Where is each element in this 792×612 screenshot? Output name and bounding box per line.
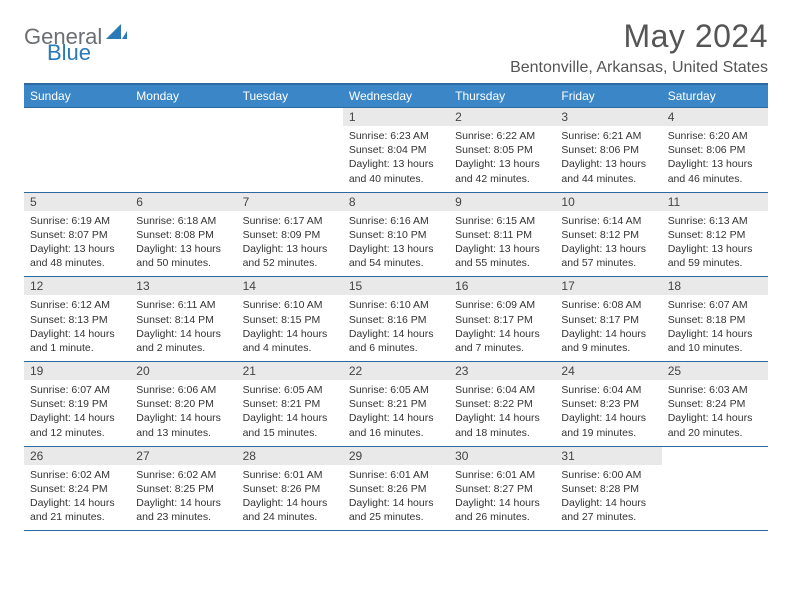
- day-number: 11: [662, 192, 768, 211]
- day-detail: Sunrise: 6:10 AM Sunset: 8:15 PM Dayligh…: [237, 295, 343, 361]
- day-number: 24: [555, 362, 661, 381]
- day-number-empty: [662, 446, 768, 465]
- day-number-row: 1234: [24, 108, 768, 127]
- day-detail: Sunrise: 6:10 AM Sunset: 8:16 PM Dayligh…: [343, 295, 449, 361]
- day-detail: Sunrise: 6:04 AM Sunset: 8:23 PM Dayligh…: [555, 380, 661, 446]
- weekday-header: Tuesday: [237, 84, 343, 108]
- day-detail: Sunrise: 6:00 AM Sunset: 8:28 PM Dayligh…: [555, 465, 661, 531]
- day-detail-empty: [237, 126, 343, 192]
- calendar-table: SundayMondayTuesdayWednesdayThursdayFrid…: [24, 83, 768, 531]
- day-detail: Sunrise: 6:01 AM Sunset: 8:27 PM Dayligh…: [449, 465, 555, 531]
- weekday-header: Sunday: [24, 84, 130, 108]
- day-number: 8: [343, 192, 449, 211]
- day-detail-row: Sunrise: 6:23 AM Sunset: 8:04 PM Dayligh…: [24, 126, 768, 192]
- day-detail: Sunrise: 6:13 AM Sunset: 8:12 PM Dayligh…: [662, 211, 768, 277]
- day-detail: Sunrise: 6:20 AM Sunset: 8:06 PM Dayligh…: [662, 126, 768, 192]
- day-number: 2: [449, 108, 555, 127]
- day-number: 29: [343, 446, 449, 465]
- day-number: 28: [237, 446, 343, 465]
- day-number: 20: [130, 362, 236, 381]
- day-detail: Sunrise: 6:23 AM Sunset: 8:04 PM Dayligh…: [343, 126, 449, 192]
- day-detail-empty: [24, 126, 130, 192]
- day-number: 5: [24, 192, 130, 211]
- day-detail: Sunrise: 6:04 AM Sunset: 8:22 PM Dayligh…: [449, 380, 555, 446]
- weekday-header: Saturday: [662, 84, 768, 108]
- day-number: 4: [662, 108, 768, 127]
- day-number: 9: [449, 192, 555, 211]
- day-detail: Sunrise: 6:01 AM Sunset: 8:26 PM Dayligh…: [237, 465, 343, 531]
- day-number: 30: [449, 446, 555, 465]
- weekday-header: Friday: [555, 84, 661, 108]
- day-detail: Sunrise: 6:12 AM Sunset: 8:13 PM Dayligh…: [24, 295, 130, 361]
- day-number: 31: [555, 446, 661, 465]
- day-number-empty: [24, 108, 130, 127]
- day-detail: Sunrise: 6:08 AM Sunset: 8:17 PM Dayligh…: [555, 295, 661, 361]
- day-number: 26: [24, 446, 130, 465]
- day-number-empty: [237, 108, 343, 127]
- logo-sail-icon: [106, 22, 128, 45]
- month-title: May 2024: [510, 18, 768, 55]
- header: General Blue May 2024 Bentonville, Arkan…: [24, 18, 768, 77]
- day-detail-row: Sunrise: 6:12 AM Sunset: 8:13 PM Dayligh…: [24, 295, 768, 361]
- logo-text-blue: Blue: [47, 40, 91, 66]
- weekday-header: Thursday: [449, 84, 555, 108]
- day-detail: Sunrise: 6:07 AM Sunset: 8:19 PM Dayligh…: [24, 380, 130, 446]
- day-detail-empty: [662, 465, 768, 531]
- day-number-row: 19202122232425: [24, 362, 768, 381]
- day-detail-empty: [130, 126, 236, 192]
- day-detail: Sunrise: 6:14 AM Sunset: 8:12 PM Dayligh…: [555, 211, 661, 277]
- day-detail: Sunrise: 6:01 AM Sunset: 8:26 PM Dayligh…: [343, 465, 449, 531]
- day-number: 19: [24, 362, 130, 381]
- day-detail: Sunrise: 6:16 AM Sunset: 8:10 PM Dayligh…: [343, 211, 449, 277]
- day-detail: Sunrise: 6:05 AM Sunset: 8:21 PM Dayligh…: [343, 380, 449, 446]
- day-number: 13: [130, 277, 236, 296]
- location-text: Bentonville, Arkansas, United States: [510, 59, 768, 77]
- day-number: 18: [662, 277, 768, 296]
- day-detail: Sunrise: 6:03 AM Sunset: 8:24 PM Dayligh…: [662, 380, 768, 446]
- day-detail: Sunrise: 6:22 AM Sunset: 8:05 PM Dayligh…: [449, 126, 555, 192]
- day-number: 16: [449, 277, 555, 296]
- logo: General Blue: [24, 18, 128, 50]
- day-number: 3: [555, 108, 661, 127]
- day-number: 27: [130, 446, 236, 465]
- day-detail: Sunrise: 6:02 AM Sunset: 8:24 PM Dayligh…: [24, 465, 130, 531]
- day-number: 22: [343, 362, 449, 381]
- day-number: 21: [237, 362, 343, 381]
- weekday-header-row: SundayMondayTuesdayWednesdayThursdayFrid…: [24, 84, 768, 108]
- day-number: 1: [343, 108, 449, 127]
- day-detail: Sunrise: 6:15 AM Sunset: 8:11 PM Dayligh…: [449, 211, 555, 277]
- day-number-empty: [130, 108, 236, 127]
- day-number: 25: [662, 362, 768, 381]
- day-number: 15: [343, 277, 449, 296]
- day-number: 17: [555, 277, 661, 296]
- day-detail: Sunrise: 6:07 AM Sunset: 8:18 PM Dayligh…: [662, 295, 768, 361]
- day-detail: Sunrise: 6:02 AM Sunset: 8:25 PM Dayligh…: [130, 465, 236, 531]
- day-number-row: 12131415161718: [24, 277, 768, 296]
- day-number: 12: [24, 277, 130, 296]
- day-number-row: 567891011: [24, 192, 768, 211]
- day-detail: Sunrise: 6:19 AM Sunset: 8:07 PM Dayligh…: [24, 211, 130, 277]
- day-detail: Sunrise: 6:17 AM Sunset: 8:09 PM Dayligh…: [237, 211, 343, 277]
- day-detail: Sunrise: 6:06 AM Sunset: 8:20 PM Dayligh…: [130, 380, 236, 446]
- day-detail: Sunrise: 6:11 AM Sunset: 8:14 PM Dayligh…: [130, 295, 236, 361]
- day-number: 7: [237, 192, 343, 211]
- weekday-header: Wednesday: [343, 84, 449, 108]
- day-detail-row: Sunrise: 6:07 AM Sunset: 8:19 PM Dayligh…: [24, 380, 768, 446]
- day-detail: Sunrise: 6:18 AM Sunset: 8:08 PM Dayligh…: [130, 211, 236, 277]
- day-detail: Sunrise: 6:05 AM Sunset: 8:21 PM Dayligh…: [237, 380, 343, 446]
- day-detail-row: Sunrise: 6:02 AM Sunset: 8:24 PM Dayligh…: [24, 465, 768, 531]
- day-detail: Sunrise: 6:09 AM Sunset: 8:17 PM Dayligh…: [449, 295, 555, 361]
- day-number: 10: [555, 192, 661, 211]
- day-number: 23: [449, 362, 555, 381]
- weekday-header: Monday: [130, 84, 236, 108]
- day-detail: Sunrise: 6:21 AM Sunset: 8:06 PM Dayligh…: [555, 126, 661, 192]
- title-block: May 2024 Bentonville, Arkansas, United S…: [510, 18, 768, 77]
- day-number: 6: [130, 192, 236, 211]
- day-number-row: 262728293031: [24, 446, 768, 465]
- day-number: 14: [237, 277, 343, 296]
- day-detail-row: Sunrise: 6:19 AM Sunset: 8:07 PM Dayligh…: [24, 211, 768, 277]
